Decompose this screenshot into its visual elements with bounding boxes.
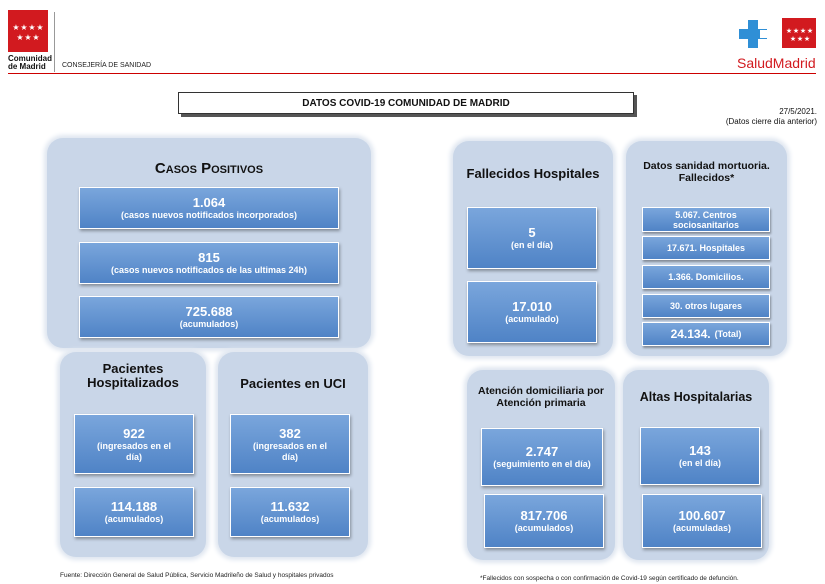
org-name-line1: Comunidad	[8, 54, 52, 63]
altas-dia-box: 143 (en el día)	[640, 427, 760, 485]
stat-label: (ingresados en el día)	[96, 440, 172, 462]
svg-text:★: ★	[28, 23, 35, 32]
stat-label: (en el día)	[510, 240, 553, 250]
source-note: Fuente: Dirección General de Salud Públi…	[60, 572, 334, 579]
svg-text:★: ★	[16, 33, 23, 42]
stat-value: 114.188	[110, 499, 158, 514]
casos-nuevos-incorporados-box: 1.064 (casos nuevos notificados incorpor…	[79, 187, 339, 229]
mortuoria-total-label: (Total)	[714, 329, 742, 339]
svg-text:★: ★	[36, 23, 43, 32]
stat-label: (casos nuevos notificados incorporados)	[120, 210, 298, 220]
brand-name: SaludMadrid	[737, 55, 816, 71]
header-divider	[54, 12, 55, 72]
department-name: CONSEJERÍA DE SANIDAD	[62, 62, 152, 69]
stat-label: (en el día)	[678, 458, 721, 468]
stat-label: (acumulados)	[260, 514, 320, 524]
date-value: 27/5/2021.	[779, 107, 817, 116]
svg-text:★: ★	[12, 23, 19, 32]
svg-text:★: ★	[807, 27, 813, 35]
header-rule	[8, 73, 816, 74]
svg-text:★: ★	[790, 35, 796, 43]
altas-title: Altas Hospitalarias	[639, 390, 753, 404]
svg-text:★: ★	[797, 35, 803, 43]
stat-label: (acumulado)	[505, 314, 559, 324]
mortuoria-title: Datos sanidad mortuoria. Fallecidos*	[643, 160, 770, 184]
date-note: (Datos cierre día anterior)	[725, 117, 817, 126]
stat-value: 817.706	[520, 508, 568, 523]
mortuoria-sociosanitarios: 5.067. Centros sociosanitarios	[642, 207, 770, 232]
stat-value: 922	[123, 425, 145, 441]
stat-label: (acumulados)	[514, 523, 574, 533]
stat-value: 382	[279, 425, 301, 441]
mortuoria-otros: 30. otros lugares	[642, 294, 770, 318]
mortuoria-total-value: 24.134.	[670, 327, 711, 341]
svg-text:★: ★	[800, 27, 806, 35]
stat-label: (seguimiento en el día)	[493, 459, 591, 469]
org-name: Comunidad de Madrid	[8, 55, 52, 71]
stat-label: (casos nuevos notificados de las ultimas…	[110, 265, 308, 275]
hospitalizados-acumulados-box: 114.188 (acumulados)	[74, 487, 194, 537]
svg-text:★: ★	[804, 35, 810, 43]
footnote: *Fallecidos con sospecha o con confirmac…	[480, 575, 739, 582]
domiciliaria-acumulados-box: 817.706 (acumulados)	[484, 494, 604, 548]
casos-nuevos-24h-box: 815 (casos nuevos notificados de las ult…	[79, 242, 339, 284]
domiciliaria-dia-box: 2.747 (seguimiento en el día)	[481, 428, 603, 486]
uci-acumulados-box: 11.632 (acumulados)	[230, 487, 350, 537]
svg-text:★: ★	[24, 33, 31, 42]
report-date: 27/5/2021. (Datos cierre día anterior)	[726, 107, 817, 127]
hospitalizados-title: Pacientes Hospitalizados	[87, 361, 179, 390]
svg-text:★: ★	[793, 27, 799, 35]
salud-madrid-logo: ★ ★ ★ ★ ★ ★ ★	[739, 18, 816, 48]
stat-value: 1.064	[192, 195, 226, 210]
stat-value: 17.010	[512, 299, 552, 314]
stat-value: 11.632	[270, 499, 310, 514]
stat-value: 5	[528, 225, 536, 240]
casos-acumulados-box: 725.688 (acumulados)	[79, 296, 339, 338]
stat-value: 725.688	[185, 304, 233, 319]
stat-value: 143	[689, 443, 711, 458]
svg-text:★: ★	[32, 33, 39, 42]
fallecidos-acumulado-box: 17.010 (acumulado)	[467, 281, 597, 343]
fallecidos-dia-box: 5 (en el día)	[467, 207, 597, 269]
uci-dia-box: 382 (ingresados en el día)	[230, 414, 350, 474]
casos-positivos-title: Casos Positivos	[154, 160, 264, 177]
stat-label: (acumuladas)	[672, 523, 732, 533]
stat-value: 815	[198, 250, 220, 265]
svg-text:★: ★	[786, 27, 792, 35]
mortuoria-total: 24.134. (Total)	[642, 322, 770, 346]
domiciliaria-title: Atención domiciliaria por Atención prima…	[477, 385, 605, 409]
fallecidos-title: Fallecidos Hospitales	[466, 166, 600, 181]
hospitalizados-dia-box: 922 (ingresados en el día)	[74, 414, 194, 474]
stat-label: (ingresados en el día)	[252, 440, 328, 462]
org-name-line2: de Madrid	[8, 62, 46, 71]
mortuoria-domicilios: 1.366. Domicilios.	[642, 265, 770, 289]
svg-text:★: ★	[20, 23, 27, 32]
comunidad-madrid-logo: ★ ★ ★ ★ ★ ★ ★	[8, 10, 48, 52]
uci-title: Pacientes en UCI	[240, 376, 346, 391]
page-title: DATOS COVID-19 COMUNIDAD DE MADRID	[178, 92, 634, 114]
altas-acumuladas-box: 100.607 (acumuladas)	[642, 494, 762, 548]
mortuoria-hospitales: 17.671. Hospitales	[642, 236, 770, 260]
stat-label: (acumulados)	[179, 319, 239, 329]
stat-label: (acumulados)	[104, 514, 164, 524]
stat-value: 2.747	[525, 444, 559, 459]
stat-value: 100.607	[678, 508, 726, 523]
